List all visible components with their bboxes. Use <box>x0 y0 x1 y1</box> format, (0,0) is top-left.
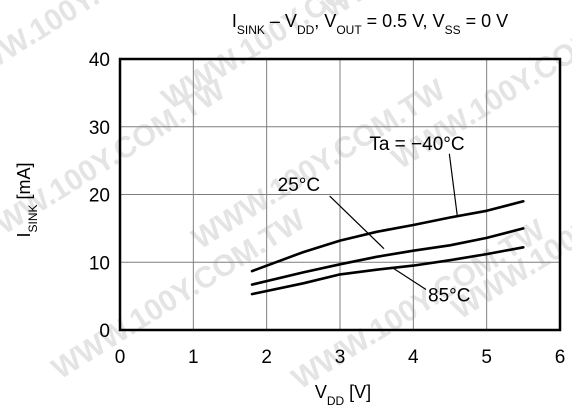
title-part: I <box>14 233 34 238</box>
leader-layer <box>329 153 458 291</box>
y-tick-label: 0 <box>99 321 110 342</box>
series-label-1: Ta = −40°C <box>369 134 464 155</box>
title-part: [V] <box>344 382 371 402</box>
series-label-3: 85°C <box>428 286 470 307</box>
x-tick-label: 3 <box>335 347 346 368</box>
title-subscript: SINK <box>26 204 40 232</box>
title-subscript: DD <box>327 394 345 408</box>
title-part: – V <box>265 11 297 31</box>
series-layer <box>250 200 525 296</box>
y-tick-label: 20 <box>89 186 110 207</box>
watermark-text: WWW.100Y.COM.TW <box>286 213 551 396</box>
title-subscript: OUT <box>336 23 362 37</box>
x-axis-label: VDD [V] <box>315 382 371 408</box>
plot-frame <box>118 57 562 332</box>
series-line-1 <box>250 200 525 273</box>
title-part: V <box>315 382 327 402</box>
series-label-2: 25°C <box>278 175 320 196</box>
y-tick-label: 10 <box>89 253 110 274</box>
leader-line-3 <box>391 266 427 291</box>
x-tick-label: 1 <box>188 347 199 368</box>
series-line-3 <box>250 246 525 296</box>
title-subscript: SS <box>445 23 461 37</box>
y-tick-label: 30 <box>89 118 110 139</box>
x-tick-label: 6 <box>555 347 566 368</box>
leader-line-2 <box>329 195 385 250</box>
y-tick-label: 40 <box>89 50 110 71</box>
x-tick-label: 4 <box>408 347 419 368</box>
x-tick-label: 5 <box>481 347 492 368</box>
title-subscript: SINK <box>237 23 265 37</box>
title-part: [mA] <box>14 162 34 204</box>
leader-line-1 <box>448 153 458 217</box>
x-tick-label: 0 <box>115 347 126 368</box>
title-part: = 0.5 V, V <box>362 11 445 31</box>
title-subscript: DD <box>297 23 315 37</box>
series-line-2 <box>250 227 525 286</box>
annotations: Ta = −40°C 25°C 85°C <box>278 134 471 307</box>
title-part: = 0 V <box>461 11 509 31</box>
chart-title: ISINK – VDD, VOUT = 0.5 V, VSS = 0 V <box>232 11 508 37</box>
y-axis-label: ISINK [mA] <box>14 162 40 237</box>
tick-labels: 0 1 2 3 4 5 6 0 10 20 30 40 <box>89 50 565 368</box>
x-tick-label: 2 <box>261 347 272 368</box>
title-part: , V <box>314 11 336 31</box>
title-part: I <box>232 11 237 31</box>
